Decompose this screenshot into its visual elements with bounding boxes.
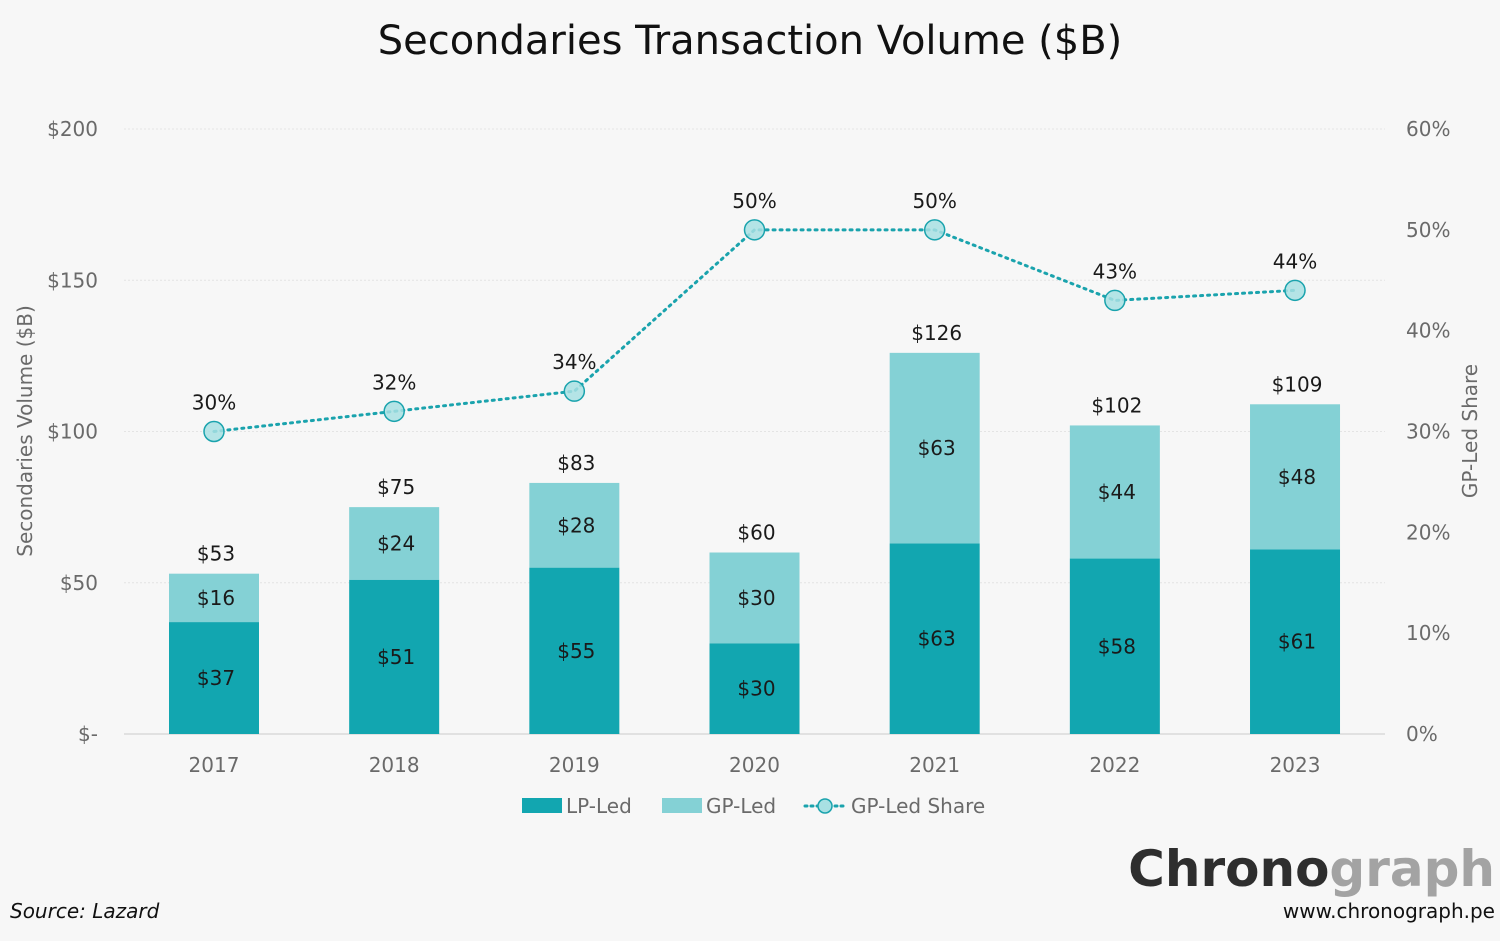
bar-lp-led bbox=[1069, 558, 1160, 734]
y-tick-label: $50 bbox=[60, 571, 98, 595]
x-tick-label: 2020 bbox=[729, 753, 780, 777]
data-label-gp-led: $16 bbox=[197, 586, 235, 610]
data-label-total: $126 bbox=[911, 321, 962, 345]
x-tick-label: 2021 bbox=[909, 753, 960, 777]
y-tick-label: $150 bbox=[47, 268, 98, 292]
share-point bbox=[1284, 279, 1306, 302]
y-tick-label: $200 bbox=[47, 117, 98, 141]
bar-lp-led bbox=[529, 567, 620, 734]
data-label-lp-led: $37 bbox=[197, 666, 235, 690]
legend-label-gp-led: GP-Led bbox=[706, 794, 776, 818]
y-tick-label: $100 bbox=[47, 420, 98, 444]
data-label-total: $109 bbox=[1272, 372, 1323, 396]
share-point bbox=[1104, 289, 1126, 312]
y2-tick-label: 0% bbox=[1406, 722, 1438, 746]
data-label-gp-led: $28 bbox=[557, 513, 595, 537]
data-label-share: 43% bbox=[1093, 259, 1137, 283]
y2-tick-label: 10% bbox=[1406, 621, 1450, 645]
data-label-lp-led: $61 bbox=[1278, 630, 1316, 654]
bar-gp-led bbox=[169, 573, 259, 623]
legend-swatch-gp-led bbox=[662, 798, 702, 813]
data-label-gp-led: $44 bbox=[1098, 480, 1136, 504]
x-axis-ticks: 2017 2018 2019 2020 2021 2022 2023 bbox=[189, 753, 1321, 777]
data-label-gp-led: $24 bbox=[377, 531, 415, 555]
data-label-share: 44% bbox=[1273, 249, 1317, 273]
x-tick-label: 2022 bbox=[1089, 753, 1140, 777]
data-label-share: 50% bbox=[912, 189, 956, 213]
data-label-gp-led: $63 bbox=[918, 436, 956, 460]
data-label-share: 50% bbox=[732, 189, 776, 213]
y2-tick-label: 60% bbox=[1406, 117, 1450, 141]
y2-axis-ticks: 0% 10% 20% 30% 40% 50% 60% bbox=[1406, 117, 1450, 746]
data-label-share: 34% bbox=[552, 350, 596, 374]
y2-tick-label: 30% bbox=[1406, 420, 1450, 444]
bar-lp-led bbox=[709, 643, 800, 734]
x-tick-label: 2023 bbox=[1270, 753, 1321, 777]
x-tick-label: 2018 bbox=[369, 753, 420, 777]
share-line-series: 30% 32% 34% 50% 50% 43% 44% bbox=[192, 189, 1317, 443]
data-label-lp-led: $51 bbox=[377, 645, 415, 669]
source-note: Source: Lazard bbox=[10, 899, 160, 923]
data-label-gp-led: $48 bbox=[1278, 465, 1316, 489]
data-label-total: $75 bbox=[377, 475, 415, 499]
share-point bbox=[563, 380, 586, 402]
bar-labels: $37 $16 $53 $51 $24 $75 $55 $28 $83 $30 $30 $60 $63 $… bbox=[197, 321, 1323, 701]
legend: LP-Led GP-Led GP-Led Share bbox=[522, 794, 985, 818]
bar-lp-led bbox=[349, 579, 440, 734]
share-point bbox=[923, 219, 946, 241]
y-tick-label: $- bbox=[78, 722, 98, 746]
bar-gp-led bbox=[349, 507, 440, 580]
share-point bbox=[743, 219, 766, 241]
brand-url: www.chronograph.pe bbox=[1283, 899, 1495, 923]
brand-logo-part1: Chrono bbox=[1128, 840, 1329, 898]
chart-title: Secondaries Transaction Volume ($B) bbox=[378, 18, 1123, 64]
y-axis-label: Secondaries Volume ($B) bbox=[13, 305, 37, 557]
data-label-total: $60 bbox=[737, 521, 775, 545]
bar-gp-led bbox=[1250, 404, 1341, 550]
data-label-total: $83 bbox=[557, 451, 595, 475]
bar-gp-led bbox=[709, 552, 800, 644]
data-label-gp-led: $30 bbox=[737, 586, 775, 610]
data-label-total: $102 bbox=[1091, 393, 1142, 417]
share-point bbox=[383, 400, 405, 423]
y2-tick-label: 50% bbox=[1406, 218, 1450, 242]
data-label-total: $53 bbox=[197, 542, 235, 566]
x-tick-label: 2017 bbox=[189, 753, 240, 777]
legend-label-lp-led: LP-Led bbox=[566, 794, 632, 818]
y2-tick-label: 20% bbox=[1406, 520, 1450, 544]
data-label-lp-led: $55 bbox=[557, 639, 595, 663]
bar-lp-led bbox=[169, 622, 259, 734]
x-tick-label: 2019 bbox=[549, 753, 600, 777]
share-point bbox=[203, 420, 225, 443]
y2-tick-label: 40% bbox=[1406, 319, 1450, 343]
data-label-share: 30% bbox=[192, 391, 236, 415]
brand-logo-part2: graph bbox=[1329, 840, 1495, 898]
brand-logo: Chronograph bbox=[1128, 840, 1495, 898]
legend-label-gp-led-share: GP-Led Share bbox=[851, 794, 985, 818]
y2-axis-label: GP-Led Share bbox=[1458, 364, 1482, 498]
bar-lp-led bbox=[889, 543, 980, 734]
bar-gp-led bbox=[529, 482, 620, 568]
data-label-lp-led: $30 bbox=[737, 677, 775, 701]
data-label-lp-led: $58 bbox=[1098, 634, 1136, 658]
bar-gp-led bbox=[889, 352, 980, 544]
data-label-share: 32% bbox=[372, 370, 416, 394]
data-label-lp-led: $63 bbox=[918, 627, 956, 651]
legend-marker-gp-led-share bbox=[817, 798, 833, 814]
bar-series bbox=[169, 352, 1341, 734]
bar-gp-led bbox=[1069, 425, 1160, 559]
bar-lp-led bbox=[1250, 549, 1341, 734]
legend-swatch-lp-led bbox=[522, 798, 562, 813]
y-axis-ticks: $- $50 $100 $150 $200 bbox=[47, 117, 98, 746]
